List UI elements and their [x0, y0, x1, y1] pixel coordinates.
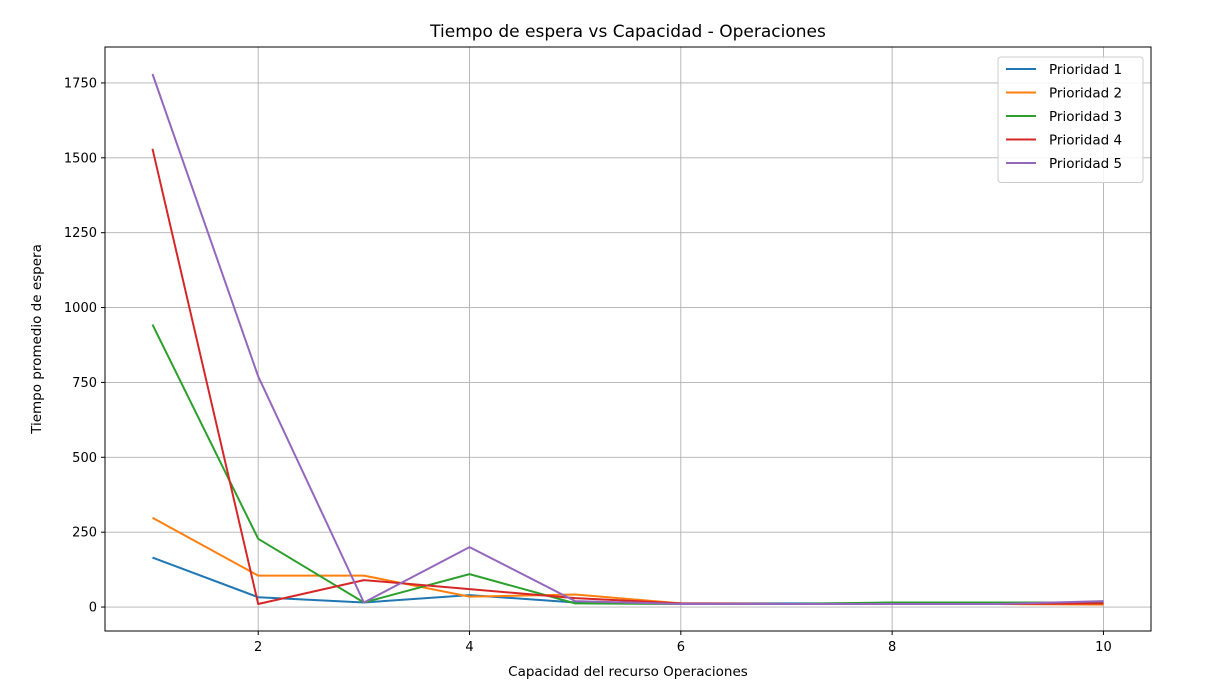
- series-line-prioridad-4: [151, 148, 1104, 605]
- chart-title: Tiempo de espera vs Capacidad - Operacio…: [429, 22, 826, 42]
- y-tick-label: 0: [89, 601, 97, 616]
- y-tick-label: 1000: [64, 301, 97, 316]
- y-tick-label: 500: [72, 451, 97, 466]
- y-tick-label: 1250: [64, 226, 97, 241]
- legend-box: [997, 56, 1144, 183]
- y-axis-label: Tiempo promedio de espera: [29, 244, 45, 435]
- y-tick-label: 250: [72, 526, 97, 541]
- legend-label: Prioridad 4: [1049, 133, 1122, 149]
- series-lines: [151, 73, 1104, 606]
- y-axis-ticks: 0 250 500 750 1000 1250 1500 1750: [64, 76, 105, 616]
- series-line-prioridad-5: [151, 73, 1104, 605]
- x-tick-label: 2: [254, 640, 262, 655]
- legend-label: Prioridad 3: [1049, 109, 1122, 125]
- x-tick-label: 8: [888, 640, 896, 655]
- grid: [105, 47, 1151, 631]
- x-axis-ticks: 2 4 6 8 10: [254, 631, 1112, 655]
- x-axis-label: Capacidad del recurso Operaciones: [508, 664, 748, 680]
- legend: Prioridad 1 Prioridad 2 Prioridad 3 Priorid…: [997, 56, 1144, 183]
- x-tick-label: 6: [677, 640, 685, 655]
- series-line-prioridad-3: [151, 324, 1104, 605]
- plot-frame: [104, 46, 1152, 632]
- legend-label: Prioridad 1: [1049, 62, 1122, 78]
- y-tick-label: 1500: [64, 151, 97, 166]
- legend-label: Prioridad 2: [1049, 86, 1122, 102]
- y-tick-label: 750: [72, 376, 97, 391]
- y-tick-label: 1750: [64, 76, 97, 91]
- legend-label: Prioridad 5: [1049, 156, 1122, 172]
- x-tick-label: 4: [465, 640, 473, 655]
- x-tick-label: 10: [1095, 640, 1112, 655]
